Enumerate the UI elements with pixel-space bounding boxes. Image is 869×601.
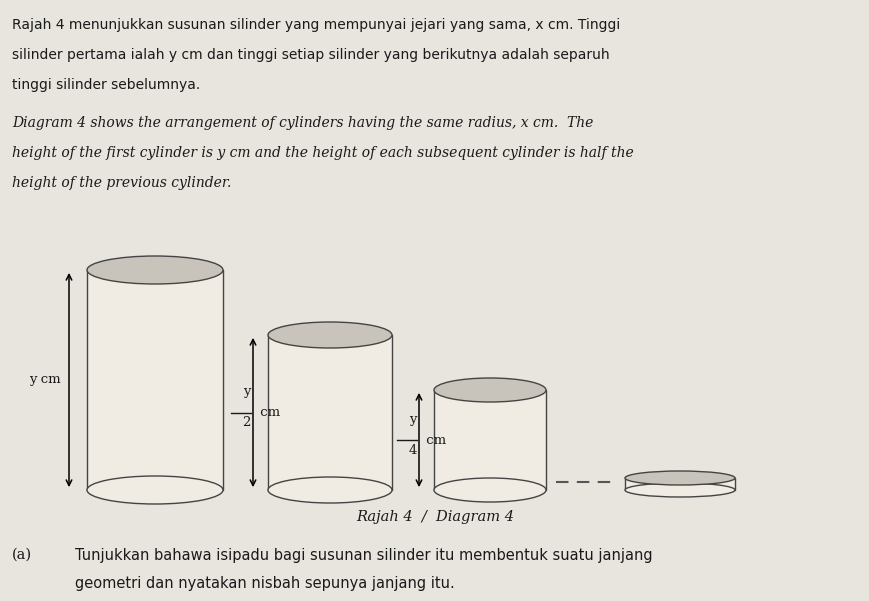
Text: tinggi silinder sebelumnya.: tinggi silinder sebelumnya. [12,78,200,92]
Text: height of the previous cylinder.: height of the previous cylinder. [12,176,231,190]
Text: y: y [243,385,251,398]
Ellipse shape [434,378,546,402]
Ellipse shape [434,478,546,502]
Polygon shape [189,270,222,490]
Text: Rajah 4  /  Diagram 4: Rajah 4 / Diagram 4 [355,510,514,524]
Ellipse shape [87,476,222,504]
Text: 2: 2 [242,416,251,430]
Ellipse shape [87,256,222,284]
Text: y: y [409,413,416,426]
Text: height of the first cylinder is y cm and the height of each subsequent cylinder : height of the first cylinder is y cm and… [12,146,633,160]
Text: silinder pertama ialah y cm dan tinggi setiap silinder yang berikutnya adalah se: silinder pertama ialah y cm dan tinggi s… [12,48,609,62]
Polygon shape [706,478,734,490]
Text: Tunjukkan bahawa isipadu bagi susunan silinder itu membentuk suatu janjang: Tunjukkan bahawa isipadu bagi susunan si… [75,548,652,563]
Ellipse shape [268,322,392,348]
Polygon shape [361,335,392,490]
Polygon shape [434,390,546,490]
Text: (a): (a) [12,548,32,562]
Ellipse shape [268,477,392,503]
Text: Rajah 4 menunjukkan susunan silinder yang mempunyai jejari yang sama, x cm. Ting: Rajah 4 menunjukkan susunan silinder yan… [12,18,620,32]
Ellipse shape [624,471,734,485]
Text: cm: cm [421,433,446,447]
Text: y cm: y cm [30,373,61,386]
Polygon shape [87,270,222,490]
Text: 4: 4 [408,444,416,457]
Text: geometri dan nyatakan nisbah sepunya janjang itu.: geometri dan nyatakan nisbah sepunya jan… [75,576,454,591]
Polygon shape [268,335,392,490]
Polygon shape [624,478,734,490]
Polygon shape [517,390,546,490]
Text: Diagram 4 shows the arrangement of cylinders having the same radius, x cm.  The: Diagram 4 shows the arrangement of cylin… [12,116,593,130]
Text: cm: cm [255,406,280,419]
Ellipse shape [624,483,734,497]
